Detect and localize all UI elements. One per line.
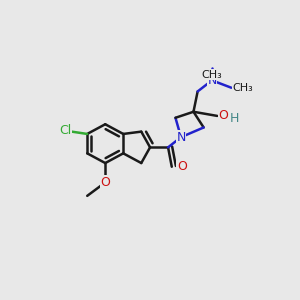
Text: O: O (177, 160, 187, 173)
Text: CH₃: CH₃ (232, 83, 253, 93)
Text: O: O (100, 176, 110, 189)
Text: H: H (230, 112, 239, 125)
Text: N: N (207, 74, 217, 87)
Text: Cl: Cl (59, 124, 72, 137)
Text: N: N (176, 131, 186, 144)
Text: CH₃: CH₃ (202, 70, 222, 80)
Text: O: O (218, 110, 228, 122)
